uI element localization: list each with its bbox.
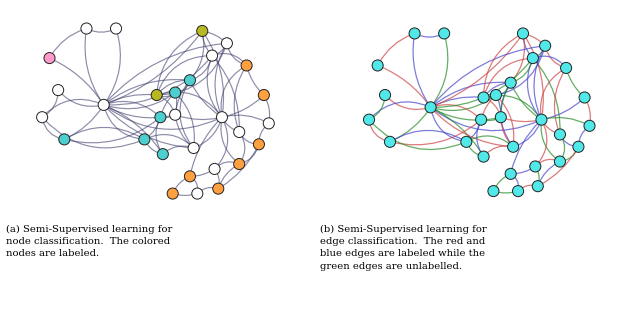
Circle shape [207,50,218,61]
Circle shape [196,25,208,36]
Circle shape [216,112,227,123]
Circle shape [505,77,516,88]
Circle shape [170,87,180,98]
Circle shape [81,23,92,34]
Circle shape [476,114,486,125]
Circle shape [385,136,396,147]
Circle shape [221,38,232,49]
Circle shape [505,168,516,179]
Circle shape [139,134,150,145]
Circle shape [167,188,178,199]
Circle shape [554,129,566,140]
Circle shape [59,134,70,145]
Circle shape [536,114,547,125]
Circle shape [478,151,489,162]
Circle shape [151,89,162,100]
Circle shape [44,53,55,64]
Circle shape [263,118,275,129]
Circle shape [438,28,450,39]
Circle shape [192,188,203,199]
Circle shape [490,89,501,100]
Circle shape [513,185,524,197]
Circle shape [98,99,109,110]
Circle shape [495,112,506,123]
Circle shape [478,92,489,103]
Circle shape [380,89,390,100]
Circle shape [573,141,584,152]
Circle shape [253,139,264,150]
Circle shape [425,102,436,113]
Circle shape [157,149,168,160]
Circle shape [234,126,244,138]
Circle shape [508,141,518,152]
Circle shape [532,181,543,192]
Circle shape [530,161,541,172]
Circle shape [372,60,383,71]
Circle shape [554,156,566,167]
Circle shape [36,112,47,123]
Text: (b) Semi-Supervised learning for
edge classification.  The red and
blue edges ar: (b) Semi-Supervised learning for edge cl… [320,225,487,271]
Circle shape [184,171,195,182]
Circle shape [188,142,199,153]
Circle shape [527,53,538,64]
Circle shape [488,185,499,197]
Circle shape [212,183,224,194]
Circle shape [461,136,472,147]
Circle shape [241,60,252,71]
Circle shape [234,158,244,170]
Circle shape [540,40,550,51]
Circle shape [209,163,220,174]
Circle shape [518,28,529,39]
Circle shape [52,85,64,96]
Circle shape [561,62,572,74]
Circle shape [259,89,269,100]
Circle shape [170,109,180,120]
Circle shape [184,75,195,86]
Circle shape [584,120,595,131]
Circle shape [579,92,590,103]
Text: (a) Semi-Supervised learning for
node classification.  The colored
nodes are lab: (a) Semi-Supervised learning for node cl… [6,225,173,258]
Circle shape [111,23,122,34]
Circle shape [155,112,166,123]
Circle shape [409,28,420,39]
Circle shape [364,114,374,125]
